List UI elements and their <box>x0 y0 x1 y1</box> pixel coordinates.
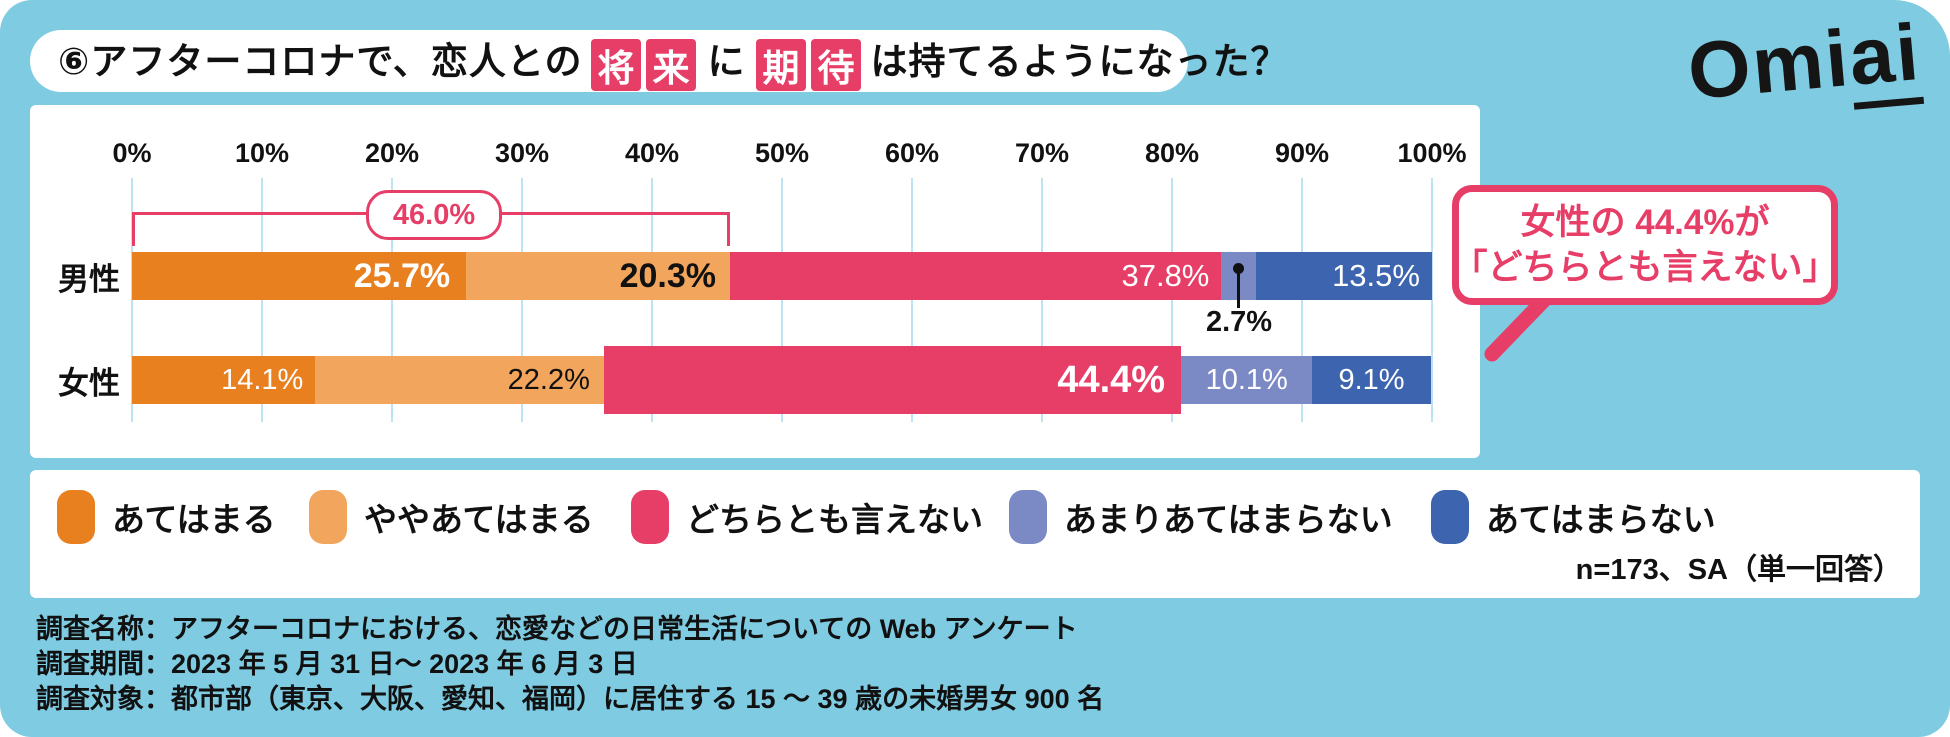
title-prefix: ⑥アフターコロナで、恋人との <box>58 41 583 83</box>
callout-line1: 女性の 44.4%が <box>1520 203 1770 242</box>
gridline <box>391 178 393 422</box>
survey-footnotes: 調査名称：アフターコロナにおける、恋愛などの日常生活についての Web アンケー… <box>36 612 1104 717</box>
bar-value-label: 9.1% <box>1338 363 1405 396</box>
gridline <box>651 178 653 422</box>
legend-swatch <box>57 490 95 544</box>
bar-value-label: 44.4% <box>1057 358 1166 401</box>
gridline <box>1171 178 1173 422</box>
axis-tick-label: 0% <box>112 138 152 168</box>
category-label: 男性 <box>58 261 120 297</box>
axis-tick-label: 70% <box>1014 138 1070 168</box>
leader-line <box>1237 268 1240 308</box>
axis-tick-label: 90% <box>1274 138 1330 168</box>
callout-bubble-tail <box>1484 290 1556 362</box>
axis-tick-label: 60% <box>884 138 940 168</box>
legend-label: どちらとも言えない <box>686 501 983 538</box>
legend-label: ややあてはまる <box>364 501 594 538</box>
axis-tick-label: 80% <box>1144 138 1200 168</box>
legend-label: あてはまる <box>112 501 276 538</box>
gridline <box>1041 178 1043 422</box>
category-label: 女性 <box>58 365 120 401</box>
gridline <box>911 178 913 422</box>
legend-item: どちらとも言えない <box>631 490 983 544</box>
legend-label: あてはまらない <box>1486 501 1716 538</box>
logo-text: Omi <box>1684 13 1853 116</box>
chart-panel: 0% 10% 20% 30% 40% 50% 60% 70% 80% 90% 100% 46.0% … <box>30 105 1480 458</box>
bar-segment: 22.2% <box>315 356 604 404</box>
title-highlight-kitai: 期待 <box>756 38 862 91</box>
bar-value-label: 25.7% <box>353 256 451 295</box>
callout-bubble: 女性の 44.4%が 「どちらとも言えない」 <box>1452 185 1838 305</box>
stacked-bar-female: 14.1% 22.2% 44.4% 10.1% 9.1% <box>132 346 1432 414</box>
gridline <box>521 178 523 422</box>
title-pill: ⑥アフターコロナで、恋人との将来に期待は持てるようになった？ <box>30 30 1287 92</box>
bar-value-label: 20.3% <box>619 256 716 295</box>
leader-label: 2.7% <box>1205 306 1273 338</box>
bar-segment: 10.1% <box>1181 356 1313 404</box>
bar-segment: 9.1% <box>1312 356 1431 404</box>
title-suffix: は持てるようになった？ <box>870 41 1289 83</box>
axis-tick-label: 50% <box>754 138 810 168</box>
legend-item: ややあてはまる <box>309 490 594 544</box>
axis-tick-label: 100% <box>1397 138 1467 168</box>
bar-value-label: 37.8% <box>1121 258 1210 293</box>
bar-value-label: 22.2% <box>507 363 590 396</box>
legend-item: あてはまらない <box>1431 490 1716 544</box>
bar-value-label: 10.1% <box>1205 363 1288 396</box>
bar-segment: 25.7% <box>132 252 467 300</box>
survey-name-line: 調査名称：アフターコロナにおける、恋愛などの日常生活についての Web アンケー… <box>36 614 1078 644</box>
page-title: ⑥アフターコロナで、恋人との将来に期待は持てるようになった？ <box>58 31 1289 91</box>
bracket-label: 46.0% <box>366 190 502 240</box>
legend-label: あまりあてはまらない <box>1064 501 1393 538</box>
gridline <box>261 178 263 422</box>
legend-swatch <box>1431 490 1469 544</box>
gridline <box>781 178 783 422</box>
title-connector: に <box>707 41 746 83</box>
legend-item: あまりあてはまらない <box>1009 490 1393 544</box>
legend-swatch <box>631 490 669 544</box>
logo-text-underlined: ai <box>1845 7 1925 110</box>
axis-tick-label: 30% <box>494 138 550 168</box>
bar-segment: 44.4% <box>603 346 1182 414</box>
highlight-char: 来 <box>646 38 697 91</box>
highlight-char: 期 <box>756 38 807 91</box>
title-highlight-shourai: 将来 <box>591 38 697 91</box>
bar-segment: 20.3% <box>466 252 730 300</box>
legend-swatch <box>1009 490 1047 544</box>
bar-segment: 13.5% <box>1256 252 1432 300</box>
callout-line2: 「どちらとも言えない」 <box>1452 248 1838 287</box>
bar-value-label: 13.5% <box>1332 258 1420 293</box>
omiai-logo: Omiai <box>1684 7 1925 116</box>
axis-tick-label: 40% <box>624 138 680 168</box>
bar-segment: 37.8% <box>729 252 1222 300</box>
sample-size-note: n=173、SA（単一回答） <box>1575 554 1902 586</box>
legend-item: あてはまる <box>57 490 276 544</box>
axis-tick-label: 20% <box>364 138 420 168</box>
highlight-char: 待 <box>811 38 862 91</box>
survey-period-line: 調査期間：2023 年 5 月 31 日～ 2023 年 6 月 3 日 <box>36 649 638 679</box>
gridline <box>1301 178 1303 422</box>
survey-target-line: 調査対象：都市部（東京、大阪、愛知、福岡）に居住する 15 ～ 39 歳の未婚男… <box>36 684 1105 714</box>
axis-tick-label: 10% <box>234 138 290 168</box>
highlight-char: 将 <box>591 38 642 91</box>
bar-segment: 14.1% <box>132 356 316 404</box>
gridline <box>131 178 133 422</box>
gridline <box>1431 178 1433 422</box>
legend-panel: あてはまる ややあてはまる どちらとも言えない あまりあてはまらない あてはまらない n… <box>30 470 1920 598</box>
bar-value-label: 14.1% <box>221 363 304 396</box>
legend-swatch <box>309 490 347 544</box>
